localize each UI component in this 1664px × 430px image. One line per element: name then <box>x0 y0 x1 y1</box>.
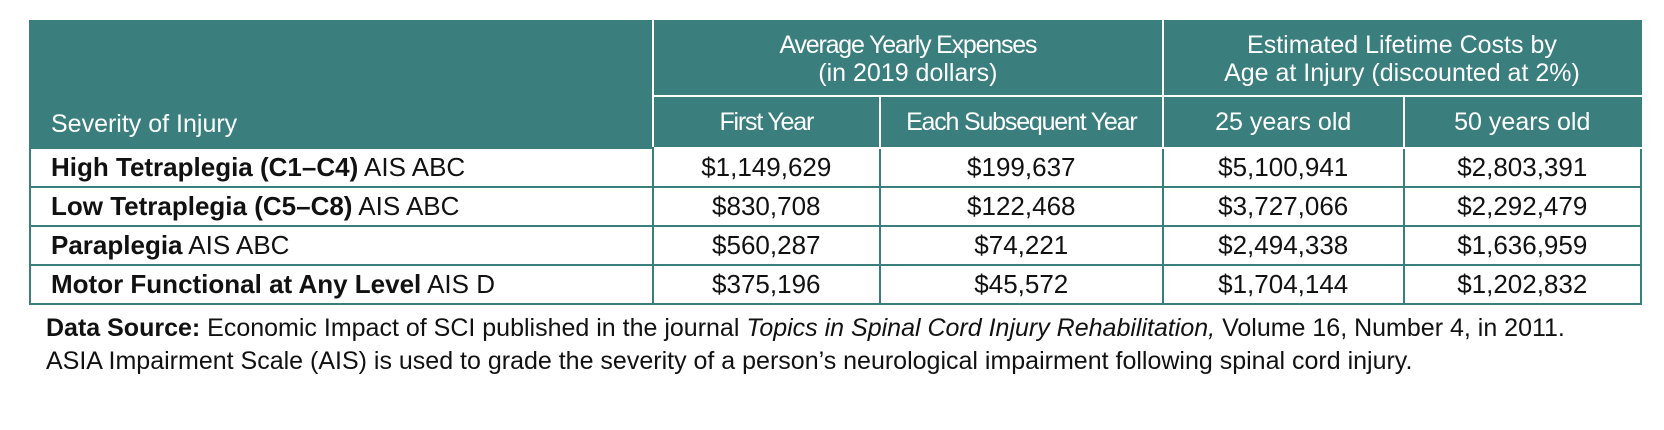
cost-table-container: Severity of Injury Average Yearly Expens… <box>29 20 1643 305</box>
age-50-cell: $2,803,391 <box>1402 147 1643 188</box>
age-25-cell: $1,704,144 <box>1161 264 1405 305</box>
lifetime-costs-group-header: Estimated Lifetime Costs by Age at Injur… <box>1161 20 1643 97</box>
subsequent-year-cell: $74,221 <box>878 225 1164 266</box>
severity-name: High Tetraplegia (C1–C4) <box>51 152 359 182</box>
first-year-column-header: First Year <box>651 95 881 149</box>
row-label: Paraplegia AIS ABC <box>29 225 654 266</box>
age-50-cell: $2,292,479 <box>1402 186 1643 227</box>
row-label: Low Tetraplegia (C5–C8) AIS ABC <box>29 186 654 227</box>
table-row: Low Tetraplegia (C5–C8) AIS ABC $830,708… <box>29 186 1643 227</box>
lifetime-costs-line1: Estimated Lifetime Costs by <box>1247 30 1557 59</box>
journal-title: Topics in Spinal Cord Injury Rehabilitat… <box>746 314 1216 342</box>
severity-name: Paraplegia <box>51 230 183 260</box>
first-year-cell: $560,287 <box>651 225 881 266</box>
lifetime-costs-line2: Age at Injury (discounted at 2%) <box>1224 58 1580 87</box>
yearly-expenses-group-header: Average Yearly Expenses (in 2019 dollars… <box>651 20 1164 97</box>
row-label: Motor Functional at Any Level AIS D <box>29 264 654 305</box>
ais-grade: AIS ABC <box>358 152 466 182</box>
data-source-line: Data Source: Economic Impact of SCI publ… <box>46 312 1646 345</box>
header-row-groups: Severity of Injury Average Yearly Expens… <box>29 20 1643 149</box>
ais-grade: AIS ABC <box>182 230 290 260</box>
severity-header-label: Severity of Injury <box>51 110 238 138</box>
age-25-cell: $5,100,941 <box>1161 147 1405 188</box>
subsequent-year-cell: $122,468 <box>878 186 1164 227</box>
ais-note: ASIA Impairment Scale (AIS) is used to g… <box>46 347 1413 375</box>
table-row: High Tetraplegia (C1–C4) AIS ABC $1,149,… <box>29 147 1643 188</box>
table-row: Paraplegia AIS ABC $560,287 $74,221 $2,4… <box>29 225 1643 266</box>
age-25-column-header: 25 years old <box>1161 95 1405 149</box>
subsequent-year-cell: $199,637 <box>878 147 1164 188</box>
age-50-cell: $1,636,959 <box>1402 225 1643 266</box>
first-year-cell: $1,149,629 <box>651 147 881 188</box>
subsequent-year-column-header: Each Subsequent Year <box>878 95 1164 149</box>
severity-column-header: Severity of Injury <box>29 20 654 149</box>
table-row: Motor Functional at Any Level AIS D $375… <box>29 264 1643 305</box>
first-year-cell: $830,708 <box>651 186 881 227</box>
yearly-expenses-line1: Average Yearly Expenses <box>779 30 1037 59</box>
yearly-expenses-line2: (in 2019 dollars) <box>818 58 998 87</box>
age-25-cell: $3,727,066 <box>1161 186 1405 227</box>
severity-name: Motor Functional at Any Level <box>51 269 422 299</box>
subsequent-year-cell: $45,572 <box>878 264 1164 305</box>
age-50-cell: $1,202,832 <box>1402 264 1643 305</box>
age-25-cell: $2,494,338 <box>1161 225 1405 266</box>
age-50-column-header: 50 years old <box>1402 95 1643 149</box>
ais-grade: AIS ABC <box>352 191 460 221</box>
table-footnote: Data Source: Economic Impact of SCI publ… <box>46 312 1646 378</box>
severity-name: Low Tetraplegia (C5–C8) <box>51 191 353 221</box>
header-row-columns: First Year Each Subsequent Year 25 years… <box>30 95 1643 149</box>
data-source-text-after: Volume 16, Number 4, in 2011. <box>1215 314 1565 342</box>
row-label: High Tetraplegia (C1–C4) AIS ABC <box>29 147 654 188</box>
data-source-label: Data Source: <box>46 314 201 342</box>
first-year-cell: $375,196 <box>651 264 881 305</box>
data-source-text-before: Economic Impact of SCI published in the … <box>200 314 747 342</box>
sci-cost-table: Severity of Injury Average Yearly Expens… <box>29 20 1643 305</box>
ais-grade: AIS D <box>421 269 495 299</box>
